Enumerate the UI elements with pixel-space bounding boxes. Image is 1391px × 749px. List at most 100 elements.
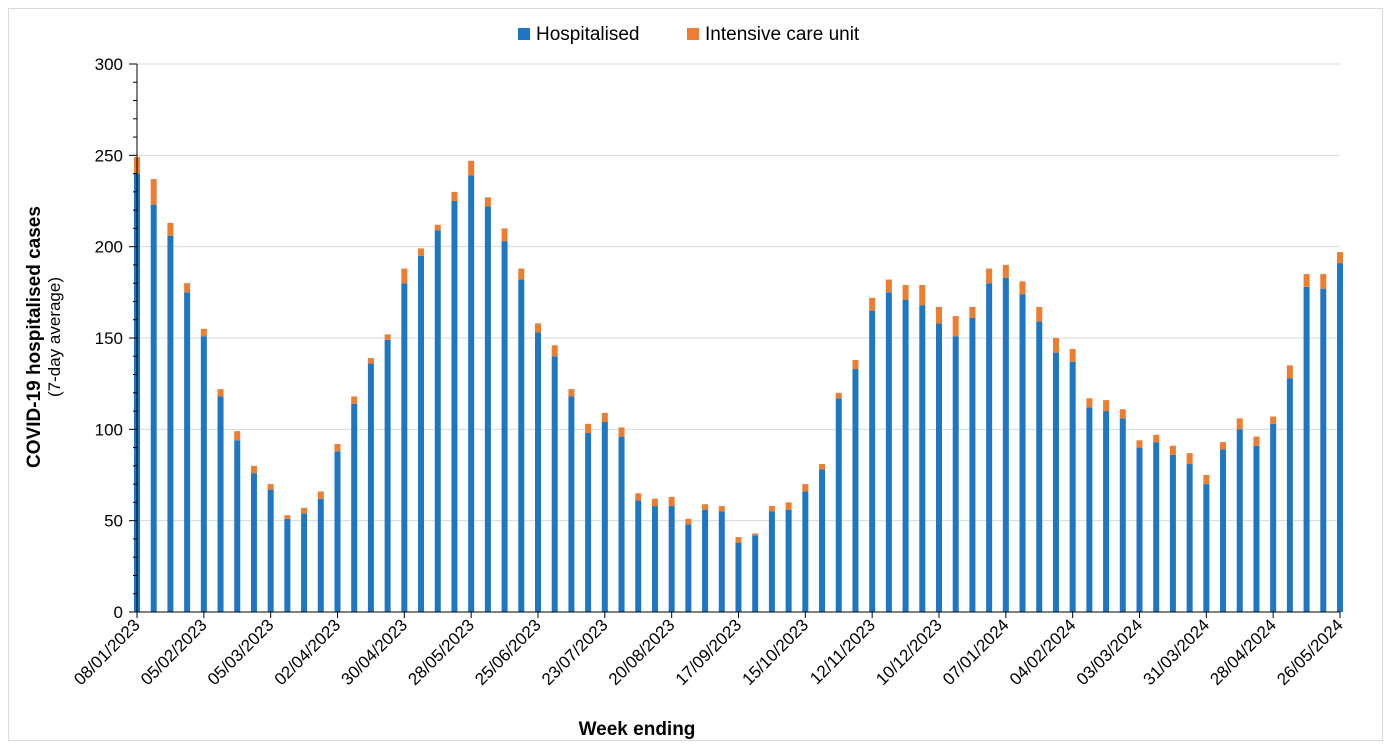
bar-hospitalised xyxy=(501,241,508,613)
bar-hospitalised xyxy=(468,175,475,612)
bar-icu xyxy=(551,345,558,357)
bar-hospitalised xyxy=(1169,454,1176,612)
bar-icu xyxy=(1136,440,1143,448)
x-tick-label: 17/09/2023 xyxy=(672,615,746,689)
bar-hospitalised xyxy=(301,513,308,612)
bar-hospitalised xyxy=(1270,423,1277,612)
bar-hospitalised xyxy=(1002,277,1009,612)
bar-hospitalised xyxy=(618,436,625,612)
bar-hospitalised xyxy=(1220,449,1227,612)
x-tick-label: 20/08/2023 xyxy=(605,615,679,689)
bar-hospitalised xyxy=(718,511,725,612)
bar-icu xyxy=(150,179,157,205)
bar-hospitalised xyxy=(986,283,993,612)
bar-hospitalised xyxy=(535,332,541,612)
y-tick-label: 300 xyxy=(95,55,123,74)
bar-hospitalised xyxy=(936,323,942,612)
bar-icu xyxy=(434,224,441,231)
bar-icu xyxy=(986,268,993,284)
bar-icu xyxy=(768,506,775,512)
legend-swatch-hospitalised xyxy=(518,28,530,40)
bar-icu xyxy=(835,392,842,399)
x-tick-label: 04/02/2024 xyxy=(1006,615,1080,689)
bar-icu xyxy=(952,316,959,337)
legend: Hospitalised Intensive care unit xyxy=(518,24,860,45)
bar-icu xyxy=(869,297,876,311)
bar-hospitalised xyxy=(869,310,876,612)
x-tick-label: 30/04/2023 xyxy=(338,615,412,689)
chart-frame xyxy=(8,8,1383,741)
bar-icu xyxy=(635,493,642,501)
bar-icu xyxy=(317,491,324,499)
bar-hospitalised xyxy=(234,440,241,612)
y-tick-label: 0 xyxy=(114,603,123,622)
bar-icu xyxy=(535,323,541,333)
bar-hospitalised xyxy=(1186,464,1193,612)
bar-hospitalised xyxy=(1069,361,1076,612)
bar-icu xyxy=(1236,418,1243,430)
bar-hospitalised xyxy=(401,283,408,612)
x-tick-label: 07/01/2024 xyxy=(939,615,1013,689)
bar-hospitalised xyxy=(351,403,358,612)
x-tick-label: 15/10/2023 xyxy=(739,615,813,689)
axes xyxy=(129,63,1341,618)
bar-icu xyxy=(334,443,341,452)
bar-icu xyxy=(1203,475,1210,485)
x-tick-label: 03/03/2024 xyxy=(1073,615,1147,689)
bar-icu xyxy=(1036,306,1043,322)
bar-icu xyxy=(785,502,792,510)
bar-icu xyxy=(1052,338,1059,353)
bar-icu xyxy=(752,533,759,536)
x-tick-label: 12/11/2023 xyxy=(806,615,879,688)
bar-hospitalised xyxy=(835,398,842,612)
bar-hospitalised xyxy=(267,489,274,612)
bar-hospitalised xyxy=(1203,484,1210,612)
bar-icu xyxy=(1303,274,1310,287)
legend-swatch-icu xyxy=(687,28,699,40)
bar-icu xyxy=(1320,274,1327,289)
bar-icu xyxy=(167,222,174,236)
bar-hospitalised xyxy=(1286,378,1293,612)
bar-icu xyxy=(852,359,859,370)
bar-hospitalised xyxy=(1036,321,1043,612)
bar-icu xyxy=(919,285,926,306)
legend-label-hospitalised: Hospitalised xyxy=(536,24,640,45)
bar-hospitalised xyxy=(952,336,959,612)
bar-hospitalised xyxy=(518,279,525,612)
y-tick-label: 150 xyxy=(95,329,123,348)
bar-icu xyxy=(936,306,942,324)
bar-hospitalised xyxy=(969,317,976,612)
bar-hospitalised xyxy=(1136,447,1143,612)
bar-hospitalised xyxy=(802,491,809,612)
bar-icu xyxy=(1270,416,1277,424)
bar-hospitalised xyxy=(1086,407,1093,612)
bar-icu xyxy=(735,537,742,543)
bar-icu xyxy=(702,504,709,510)
x-tick-label: 05/02/2023 xyxy=(137,615,211,689)
bar-hospitalised xyxy=(384,339,391,612)
x-tick-label: 26/05/2024 xyxy=(1273,615,1347,689)
bar-icu xyxy=(301,507,308,514)
x-tick-label: 08/01/2023 xyxy=(70,615,144,689)
y-tick-label: 100 xyxy=(95,420,123,439)
bar-hospitalised xyxy=(418,255,425,613)
bar-hospitalised xyxy=(1337,263,1343,612)
bar-icu xyxy=(267,484,274,490)
bar-hospitalised xyxy=(1320,288,1327,612)
bar-hospitalised xyxy=(551,356,558,612)
bar-hospitalised xyxy=(217,396,224,612)
bar-icu xyxy=(384,334,391,340)
bar-hospitalised xyxy=(651,506,658,612)
bar-hospitalised xyxy=(317,498,324,612)
bar-icu xyxy=(451,191,458,201)
bar-hospitalised xyxy=(752,535,759,612)
x-tick-label: 28/04/2024 xyxy=(1206,615,1280,689)
x-tick-label: 02/04/2023 xyxy=(271,615,345,689)
bar-icu xyxy=(819,464,826,470)
bar-hospitalised xyxy=(768,511,775,612)
y-axis-title: COVID-19 hospitalised cases (7-day avera… xyxy=(24,206,64,468)
bar-icu xyxy=(885,279,892,293)
bar-hospitalised xyxy=(635,500,642,612)
bar-hospitalised xyxy=(367,363,374,612)
x-tick-label: 10/12/2023 xyxy=(872,615,946,689)
